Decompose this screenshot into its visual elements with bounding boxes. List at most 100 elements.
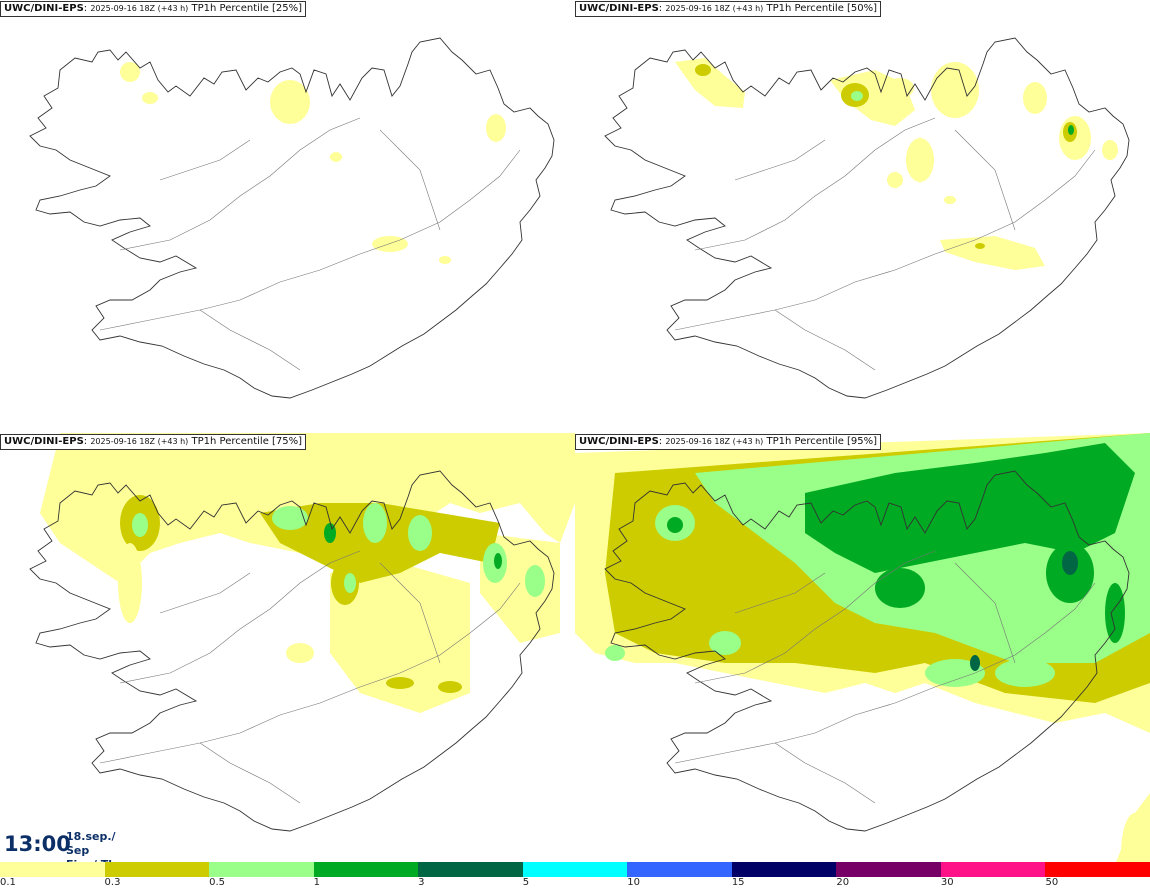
product-label: TP1h Percentile [25%] [191, 3, 303, 14]
map-panel-p75: UWC/DINI-EPS: 2025-09-16 18Z (+43 h) TP1… [0, 433, 575, 865]
road-line [734, 139, 826, 181]
valid-time-box: 13:00 18.sep./ Sep Fim./ Thu [0, 829, 140, 871]
precip-area [887, 172, 903, 188]
road-line [954, 562, 1016, 664]
map-canvas-p75 [29, 433, 575, 832]
road-line [199, 742, 301, 804]
legend-tick-label: 50 [1045, 877, 1059, 888]
model-label: UWC/DINI-EPS [4, 436, 84, 447]
map-canvas-p50 [604, 37, 1130, 399]
precip-area [363, 503, 387, 543]
road-line [674, 149, 1096, 331]
map-panel-p50: UWC/DINI-EPS: 2025-09-16 18Z (+43 h) TP1… [575, 0, 1150, 432]
valid-date-line1: 18.sep./ Sep [66, 830, 116, 857]
precip-area [330, 152, 342, 162]
precip-area [132, 513, 148, 537]
legend-bin [209, 862, 314, 877]
precip-area [605, 645, 625, 661]
precip-area [270, 80, 310, 124]
coastline [29, 470, 555, 832]
precip-area [875, 568, 925, 608]
precip-area [1102, 140, 1118, 160]
precip-area [142, 92, 158, 104]
precip-area [931, 62, 979, 118]
model-label: UWC/DINI-EPS [579, 436, 659, 447]
road-line [159, 572, 251, 614]
legend-bin [418, 862, 523, 877]
precip-area [120, 62, 140, 82]
legend-tick-label: 0.3 [104, 877, 121, 888]
map-panel-p95: UWC/DINI-EPS: 2025-09-16 18Z (+43 h) TP1… [575, 433, 1150, 865]
road-line [379, 129, 441, 231]
precip-area [438, 681, 462, 693]
road-line [119, 117, 361, 251]
precip-area [494, 553, 502, 569]
road-line [99, 149, 521, 331]
coastline [29, 37, 555, 399]
product-label: TP1h Percentile [95%] [766, 436, 878, 447]
legend-tick-label: 0.5 [209, 877, 225, 888]
product-label: TP1h Percentile [50%] [766, 3, 878, 14]
legend-bin [836, 862, 941, 877]
road-line [99, 582, 521, 764]
map-canvas-p25 [29, 37, 555, 399]
panel-title: UWC/DINI-EPS: 2025-09-16 18Z (+43 h) TP1… [575, 434, 882, 450]
road-line [774, 309, 876, 371]
precip-area [925, 659, 985, 687]
precip-area [1068, 125, 1074, 135]
product-label: TP1h Percentile [75%] [191, 436, 303, 447]
precip-area [695, 64, 711, 76]
legend-bin [522, 862, 628, 877]
precip-area [970, 655, 980, 671]
precip-area [386, 677, 414, 689]
legend-tick-label: 10 [627, 877, 640, 888]
map-canvas-p95 [575, 433, 1150, 865]
precip-area [118, 543, 142, 623]
precip-area [675, 58, 745, 108]
run-label: 2025-09-16 18Z (+43 h) [90, 4, 189, 13]
coastline [604, 470, 1130, 832]
legend-tick-label: 0.1 [0, 877, 16, 888]
panel-title: UWC/DINI-EPS: 2025-09-16 18Z (+43 h) TP1… [0, 1, 307, 17]
precip-area [272, 506, 308, 530]
map-panel-p25: UWC/DINI-EPS: 2025-09-16 18Z (+43 h) TP1… [0, 0, 575, 432]
precip-area [667, 517, 683, 533]
legend-bin [0, 862, 105, 877]
precip-area [408, 515, 432, 551]
road-line [674, 582, 1096, 764]
road-line [159, 139, 251, 181]
legend-tick-labels: 0.1 0.3 0.5 1 3 5 10 15 20 30 50 [0, 877, 1150, 891]
model-label: UWC/DINI-EPS [4, 3, 84, 14]
legend-tick-label: 15 [731, 877, 745, 888]
precip-area [851, 91, 863, 101]
legend-bin [731, 862, 837, 877]
panel-title: UWC/DINI-EPS: 2025-09-16 18Z (+43 h) TP1… [0, 434, 307, 450]
precip-area [975, 243, 985, 249]
precip-area [344, 573, 356, 593]
legend-tick-label: 30 [940, 877, 954, 888]
precip-area [944, 196, 956, 204]
coastline [604, 37, 1130, 399]
precip-area [940, 236, 1045, 270]
run-label: 2025-09-16 18Z (+43 h) [665, 4, 764, 13]
legend-bin [1045, 862, 1150, 877]
road-line [379, 562, 441, 664]
road-line [774, 742, 876, 804]
legend-tick-label: 1 [313, 877, 320, 888]
precip-area [886, 78, 914, 98]
precip-area [372, 236, 408, 252]
model-label: UWC/DINI-EPS [579, 3, 659, 14]
legend-tick-label: 20 [836, 877, 850, 888]
legend-bin [627, 862, 732, 877]
valid-time: 13:00 [4, 832, 71, 856]
road-line [734, 572, 826, 614]
precip-area [906, 138, 934, 182]
run-label: 2025-09-16 18Z (+43 h) [665, 437, 764, 446]
precip-area [486, 114, 506, 142]
road-line [694, 117, 936, 251]
legend-bin [940, 862, 1046, 877]
legend-tick-label: 5 [522, 877, 530, 888]
precip-area [439, 256, 451, 264]
panel-title: UWC/DINI-EPS: 2025-09-16 18Z (+43 h) TP1… [575, 1, 882, 17]
precip-area [1105, 583, 1125, 643]
